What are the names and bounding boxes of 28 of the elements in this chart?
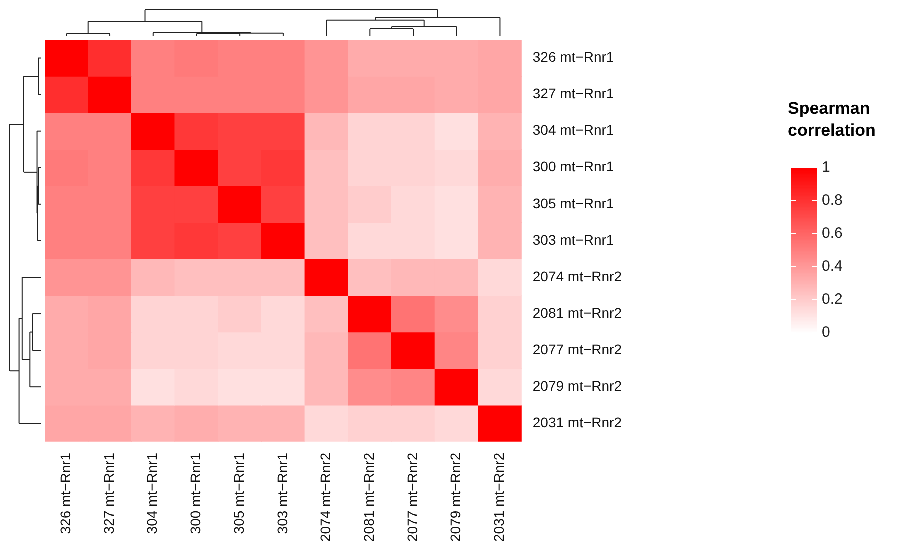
x-tick-label: 327 mt−Rnr1	[100, 452, 117, 534]
color-bar-label: 1	[822, 159, 830, 176]
x-tick-label: 326 mt−Rnr1	[58, 452, 74, 534]
y-tick-label: 2031 mt−Rnr2	[532, 414, 622, 430]
x-tick-label: 300 mt−Rnr1	[188, 452, 204, 534]
x-tick-label: 2074 mt−Rnr2	[318, 452, 334, 542]
y-tick-label: 2074 mt−Rnr2	[532, 268, 622, 284]
y-tick-label: 303 mt−Rnr1	[532, 232, 614, 248]
x-tick-label: 303 mt−Rnr1	[274, 452, 290, 534]
y-tick-label: 2081 mt−Rnr2	[532, 304, 622, 321]
x-tick-label: 2079 mt−Rnr2	[448, 452, 464, 542]
x-tick-label: 2081 mt−Rnr2	[361, 452, 378, 542]
x-tick-label: 305 mt−Rnr1	[230, 452, 247, 534]
y-tick-label: 2079 mt−Rnr2	[532, 378, 622, 394]
y-tick-label: 2077 mt−Rnr2	[532, 341, 622, 358]
color-bar-title: Spearman correlation	[788, 99, 876, 140]
y-tick-label: 305 mt−Rnr1	[532, 195, 614, 212]
y-tick-label: 300 mt−Rnr1	[532, 158, 614, 175]
color-bar-label: 0.4	[822, 258, 843, 276]
x-tick-label: 304 mt−Rnr1	[144, 452, 160, 534]
color-bar-label: 0.8	[822, 192, 843, 210]
y-tick-label: 327 mt−Rnr1	[532, 86, 614, 102]
x-tick-label: 2077 mt−Rnr2	[404, 452, 420, 542]
color-bar-label: 0	[822, 324, 830, 342]
color-bar-label: 0.2	[822, 291, 843, 308]
y-tick-label: 304 mt−Rnr1	[532, 122, 614, 138]
y-tick-label: 326 mt−Rnr1	[532, 49, 614, 66]
color-bar-label: 0.6	[822, 225, 843, 242]
